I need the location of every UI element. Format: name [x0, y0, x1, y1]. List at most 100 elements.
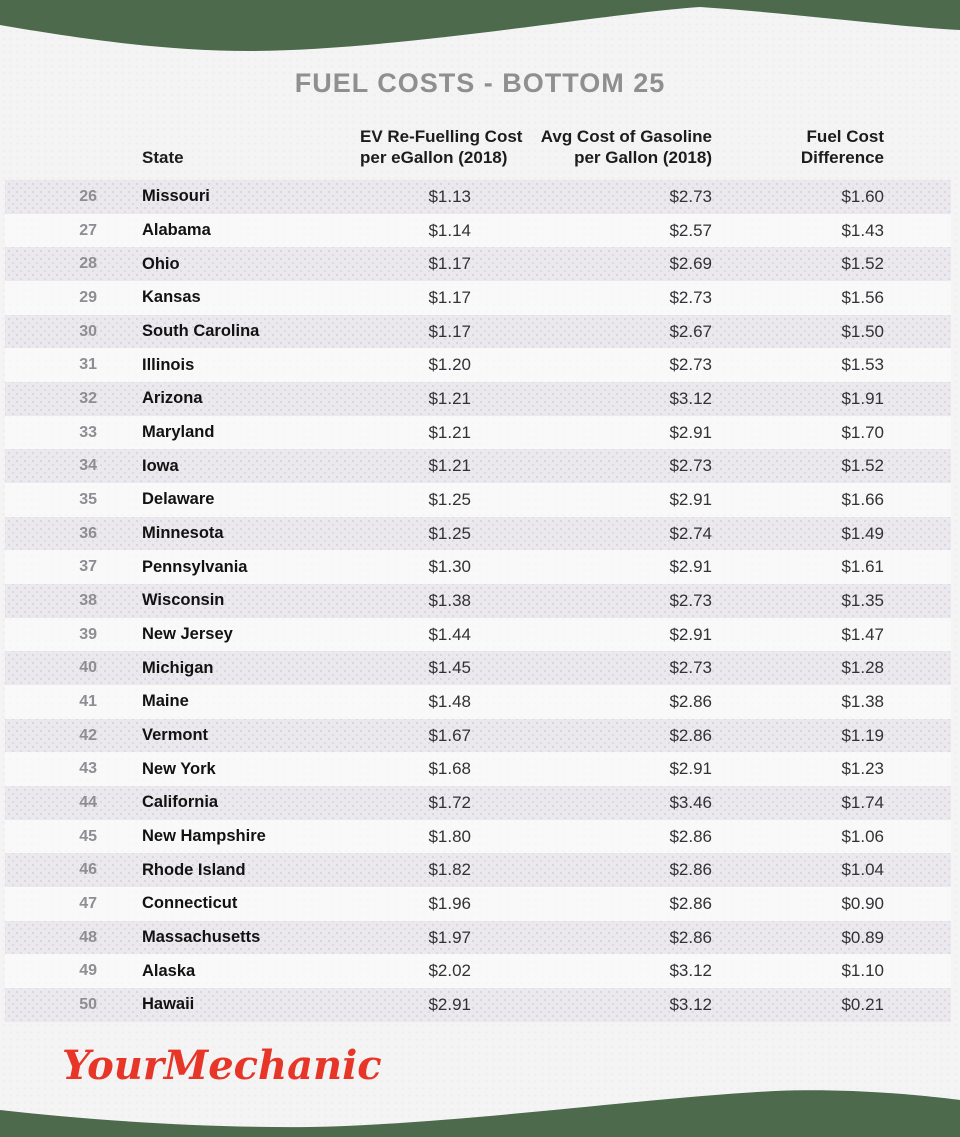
table-body: 26 Missouri $1.13 $2.73 $1.60 27 Alabama…: [5, 180, 951, 1022]
row-state: Kansas: [142, 288, 201, 307]
row-gas-cost: $2.57: [669, 220, 712, 240]
row-rank: 43: [79, 760, 97, 778]
row-fuel-cost-difference: $1.23: [841, 759, 884, 779]
row-gas-cost: $2.73: [669, 590, 712, 610]
row-state: New Hampshire: [142, 827, 266, 846]
table-row: 36 Minnesota $1.25 $2.74 $1.49: [5, 516, 951, 551]
row-fuel-cost-difference: $1.47: [841, 624, 884, 644]
row-state: New York: [142, 759, 216, 778]
column-header-state: State: [142, 147, 184, 167]
row-ev-cost: $1.25: [428, 489, 471, 509]
table-row: 41 Maine $1.48 $2.86 $1.38: [5, 685, 951, 719]
table-row: 42 Vermont $1.67 $2.86 $1.19: [5, 718, 951, 753]
row-fuel-cost-difference: $1.56: [841, 287, 884, 307]
row-gas-cost: $2.91: [669, 557, 712, 577]
row-fuel-cost-difference: $0.89: [841, 927, 884, 947]
row-gas-cost: $2.73: [669, 287, 712, 307]
row-state: Ohio: [142, 254, 180, 273]
row-rank: 40: [79, 659, 97, 677]
top-wave-decoration: [0, 0, 960, 51]
table-row: 29 Kansas $1.17 $2.73 $1.56: [5, 281, 951, 315]
row-ev-cost: $1.21: [428, 388, 471, 408]
row-state: Delaware: [142, 490, 215, 509]
row-gas-cost: $2.73: [669, 355, 712, 375]
row-ev-cost: $1.67: [428, 725, 471, 745]
row-gas-cost: $2.91: [669, 759, 712, 779]
row-fuel-cost-difference: $1.52: [841, 254, 884, 274]
row-ev-cost: $1.30: [428, 557, 471, 577]
row-rank: 37: [79, 558, 97, 576]
row-rank: 42: [79, 726, 97, 744]
table-row: 28 Ohio $1.17 $2.69 $1.52: [5, 247, 951, 282]
table-row: 37 Pennsylvania $1.30 $2.91 $1.61: [5, 550, 951, 585]
row-ev-cost: $1.82: [428, 860, 471, 880]
table-header: State EV Re-Fuelling Cost per eGallon (2…: [5, 120, 951, 168]
table-row: 45 New Hampshire $1.80 $2.86 $1.06: [5, 819, 951, 854]
row-state: Alabama: [142, 221, 211, 239]
row-state: South Carolina: [142, 322, 260, 341]
table-row: 40 Michigan $1.45 $2.73 $1.28: [5, 651, 951, 686]
row-fuel-cost-difference: $1.52: [841, 456, 884, 476]
column-header-ev-line1: EV Re-Fuelling Cost: [360, 126, 523, 146]
row-ev-cost: $1.72: [428, 792, 471, 812]
table-row: 30 South Carolina $1.17 $2.67 $1.50: [5, 314, 951, 349]
row-gas-cost: $2.73: [669, 186, 712, 206]
row-state: Missouri: [142, 187, 210, 206]
column-header-ev-line2: per eGallon (2018): [360, 147, 508, 167]
row-rank: 39: [79, 625, 97, 643]
table-row: 31 Illinois $1.20 $2.73 $1.53: [5, 348, 951, 383]
row-fuel-cost-difference: $0.90: [841, 893, 884, 913]
row-gas-cost: $2.73: [669, 658, 712, 678]
row-state: Illinois: [142, 355, 195, 374]
row-fuel-cost-difference: $1.43: [841, 220, 884, 240]
column-header-diff-line1: Fuel Cost: [806, 126, 884, 146]
table-row: 32 Arizona $1.21 $3.12 $1.91: [5, 382, 951, 416]
row-rank: 44: [79, 793, 97, 811]
column-header-difference: Fuel Cost Difference: [712, 126, 884, 169]
column-header-ev-cost: EV Re-Fuelling Cost per eGallon (2018): [360, 126, 523, 169]
row-fuel-cost-difference: $1.61: [841, 557, 884, 577]
bottom-wave-decoration: [0, 1090, 960, 1137]
column-header-gas-cost: Avg Cost of Gasoline per Gallon (2018): [471, 126, 712, 169]
row-ev-cost: $1.17: [428, 321, 471, 341]
row-rank: 45: [79, 827, 97, 845]
row-rank: 50: [79, 995, 97, 1013]
table-row: 27 Alabama $1.14 $2.57 $1.43: [5, 213, 951, 248]
row-rank: 47: [79, 894, 97, 912]
table-row: 44 California $1.72 $3.46 $1.74: [5, 786, 951, 820]
row-rank: 31: [79, 356, 97, 374]
row-rank: 48: [79, 928, 97, 946]
row-fuel-cost-difference: $1.74: [841, 792, 884, 812]
row-ev-cost: $1.13: [428, 186, 471, 206]
row-fuel-cost-difference: $1.10: [841, 961, 884, 981]
table-row: 39 New Jersey $1.44 $2.91 $1.47: [5, 617, 951, 652]
row-state: Alaska: [142, 961, 196, 980]
row-gas-cost: $2.91: [669, 422, 712, 442]
row-gas-cost: $2.73: [669, 456, 712, 476]
column-header-diff-line2: Difference: [800, 147, 884, 167]
row-fuel-cost-difference: $1.70: [841, 422, 884, 442]
row-fuel-cost-difference: $1.38: [841, 691, 884, 711]
row-rank: 29: [79, 288, 97, 306]
row-rank: 36: [79, 524, 97, 542]
row-state: Maine: [142, 692, 189, 711]
row-gas-cost: $2.67: [669, 321, 712, 341]
row-state: Arizona: [142, 389, 203, 408]
table-row: 49 Alaska $2.02 $3.12 $1.10: [5, 954, 951, 989]
row-gas-cost: $3.12: [669, 961, 712, 981]
row-state: California: [142, 793, 219, 812]
table-row: 48 Massachusetts $1.97 $2.86 $0.89: [5, 920, 951, 955]
row-fuel-cost-difference: $0.21: [841, 994, 884, 1014]
row-ev-cost: $1.45: [428, 658, 471, 678]
column-header-gas-line1: Avg Cost of Gasoline: [540, 126, 712, 146]
row-state: Iowa: [142, 456, 179, 475]
row-fuel-cost-difference: $1.91: [841, 388, 884, 408]
row-state: New Jersey: [142, 625, 233, 644]
row-rank: 34: [79, 457, 97, 475]
row-rank: 38: [79, 591, 97, 609]
row-gas-cost: $2.86: [669, 860, 712, 880]
row-state: Rhode Island: [142, 860, 246, 879]
row-ev-cost: $1.97: [428, 927, 471, 947]
row-gas-cost: $2.86: [669, 893, 712, 913]
row-fuel-cost-difference: $1.06: [841, 826, 884, 846]
